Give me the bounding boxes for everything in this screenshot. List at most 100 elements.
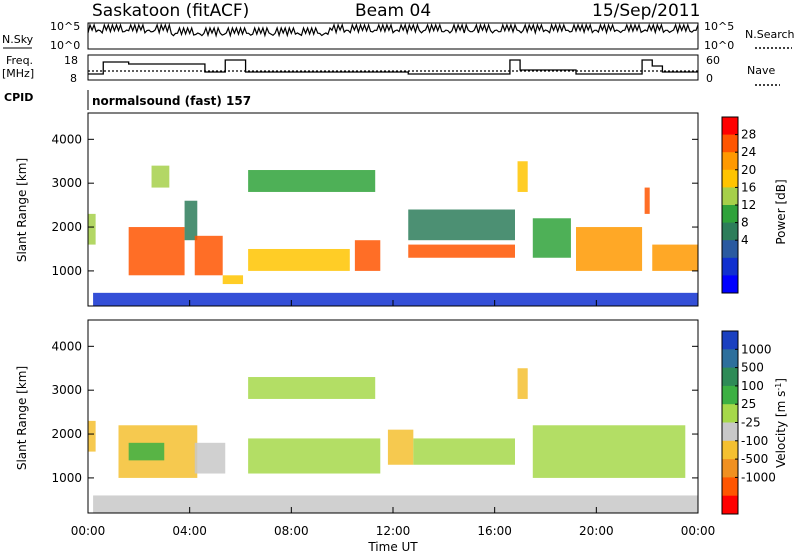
colorbar-segment — [722, 495, 738, 515]
freq-tick-bottom: 8 — [70, 72, 77, 85]
colorbar-segment — [722, 275, 738, 294]
noise-left-tick-bottom: 10^0 — [50, 39, 80, 52]
nave-tick-bottom: 0 — [706, 72, 713, 85]
data-band — [93, 495, 699, 513]
x-tick-label: 04:00 — [172, 524, 207, 538]
colorbar-tick-label: 28 — [741, 128, 756, 142]
velocity-heatmap — [88, 368, 699, 513]
xlabel: Time UT — [367, 540, 418, 554]
freq-tick-top: 18 — [64, 54, 78, 67]
noise-sky-line — [87, 22, 699, 38]
colorbar-tick-label: 20 — [741, 163, 756, 177]
data-band — [413, 438, 515, 465]
colorbar-tick-label: 8 — [741, 216, 749, 230]
data-band — [194, 235, 223, 276]
colorbar-segment — [722, 134, 738, 153]
colorbar-tick-label: -25 — [741, 416, 761, 430]
data-band — [184, 200, 198, 241]
colorbar-segment — [722, 205, 738, 224]
colorbar-tick-label: 4 — [741, 233, 749, 247]
colorbar-segment — [722, 169, 738, 188]
power-colorbar-label: Power [dB] — [774, 179, 788, 244]
cpid-value: normalsound (fast) 157 — [92, 94, 251, 108]
y-tick-label: 1000 — [51, 471, 82, 485]
velocity-y-axis: 4000 3000 2000 1000 — [51, 339, 698, 485]
nave-label: Nave — [747, 64, 775, 77]
y-tick-label: 3000 — [51, 383, 82, 397]
colorbar-tick-label: 1000 — [741, 342, 772, 356]
noise-right-tick-bottom: 10^0 — [704, 39, 734, 52]
nsearch-label: N.Search — [745, 28, 795, 41]
data-band — [128, 227, 185, 276]
colorbar-tick-label: 12 — [741, 198, 756, 212]
data-band — [408, 244, 515, 258]
freq-label-1: Freq. — [6, 54, 33, 67]
y-tick-label: 2000 — [51, 427, 82, 441]
power-ylabel: Slant Range [km] — [15, 158, 29, 262]
nsky-label: N.Sky — [2, 33, 34, 46]
y-tick-label: 4000 — [51, 132, 82, 146]
noise-right-tick-top: 10^5 — [704, 20, 734, 33]
noise-panel-frame — [87, 22, 699, 50]
velocity-colorbar-label: Velocity [m s-1] — [774, 378, 789, 468]
data-band — [88, 420, 96, 452]
colorbar-segment — [722, 331, 738, 350]
colorbar-segment — [722, 152, 738, 171]
noise-left-tick-top: 10^5 — [50, 20, 80, 33]
colorbar-tick-label: 24 — [741, 145, 756, 159]
cpid-label: CPID — [4, 91, 33, 104]
beam-title: Beam 04 — [355, 1, 431, 21]
colorbar-tick-label: 16 — [741, 180, 756, 194]
nave-tick-top: 60 — [706, 54, 720, 67]
colorbar-tick-label: -1000 — [741, 470, 776, 484]
data-band — [248, 377, 376, 399]
data-band — [248, 438, 381, 474]
data-band — [151, 165, 170, 188]
data-band — [222, 275, 244, 285]
colorbar-segment — [722, 187, 738, 206]
station-title: Saskatoon (fitACF) — [92, 1, 249, 21]
freq-panel-frame — [87, 54, 699, 81]
data-band — [248, 248, 350, 271]
colorbar-segment — [722, 117, 738, 136]
data-band — [248, 170, 376, 192]
x-tick-label: 16:00 — [477, 524, 512, 538]
data-band — [644, 187, 650, 214]
colorbar-segment — [722, 385, 738, 405]
colorbar-tick-label: -100 — [741, 434, 768, 448]
data-band — [387, 429, 414, 465]
data-band — [576, 227, 643, 271]
colorbar-segment — [722, 440, 738, 460]
data-band — [93, 292, 699, 306]
colorbar-segment — [722, 477, 738, 497]
data-band — [652, 244, 698, 271]
colorbar-tick-label: 100 — [741, 379, 764, 393]
power-heatmap — [88, 161, 699, 306]
colorbar-segment — [722, 422, 738, 442]
y-tick-label: 3000 — [51, 176, 82, 190]
x-tick-label: 20:00 — [579, 524, 614, 538]
data-band — [88, 213, 96, 245]
data-band — [194, 442, 226, 474]
data-band — [354, 240, 381, 271]
y-tick-label: 4000 — [51, 339, 82, 353]
data-band — [408, 209, 515, 241]
data-band — [532, 425, 686, 478]
date-title: 15/Sep/2011 — [592, 1, 700, 21]
colorbar-tick-label: 25 — [741, 397, 756, 411]
colorbar-segment — [722, 240, 738, 259]
y-tick-label: 1000 — [51, 264, 82, 278]
y-tick-label: 2000 — [51, 220, 82, 234]
colorbar-segment — [722, 367, 738, 387]
freq-label-2: [MHz] — [2, 67, 34, 80]
data-band — [128, 442, 165, 461]
colorbar-segment — [722, 404, 738, 423]
power-colorbar: 28 24 20 16 12 8 4 — [721, 116, 756, 294]
freq-line — [88, 59, 698, 75]
x-tick-label: 00:00 — [71, 524, 106, 538]
x-tick-label: 08:00 — [274, 524, 309, 538]
power-y-axis: 4000 3000 2000 1000 — [51, 132, 698, 278]
x-tick-label: 12:00 — [376, 524, 411, 538]
